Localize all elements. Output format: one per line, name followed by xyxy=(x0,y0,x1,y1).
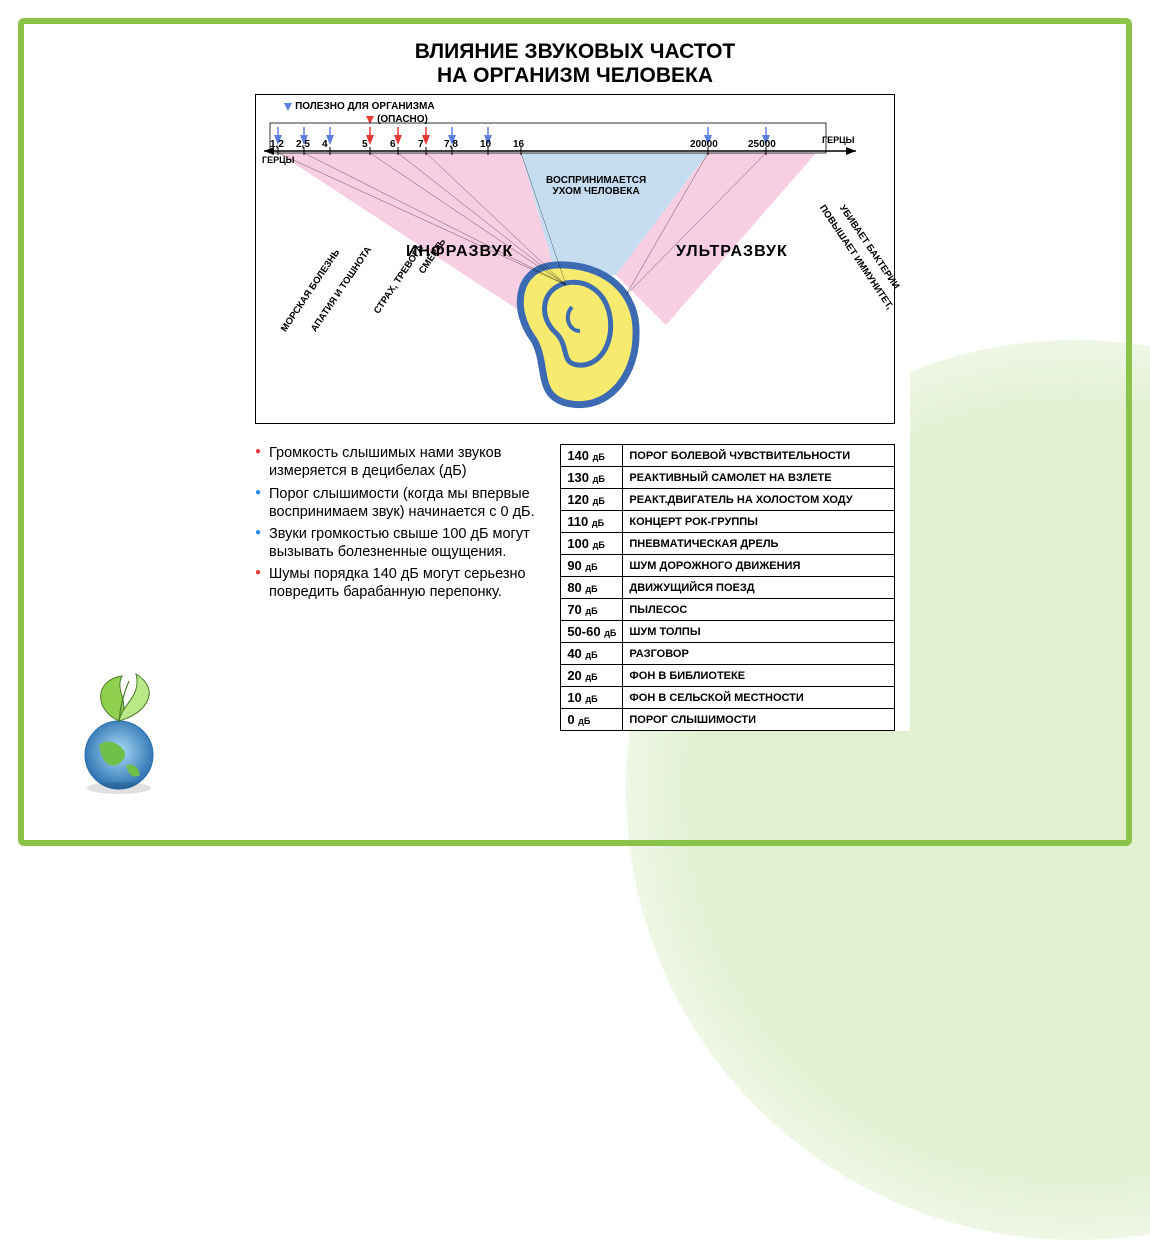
db-table: 140 дБПОРОГ БОЛЕВОЙ ЧУВСТВИТЕЛЬНОСТИ130 … xyxy=(560,444,895,731)
table-row: 70 дБПЫЛЕСОС xyxy=(561,599,895,621)
db-desc: РАЗГОВОР xyxy=(623,643,895,665)
freq-tick: 4 xyxy=(322,139,328,150)
table-row: 100 дБПНЕВМАТИЧЕСКАЯ ДРЕЛЬ xyxy=(561,533,895,555)
table-row: 90 дБШУМ ДОРОЖНОГО ДВИЖЕНИЯ xyxy=(561,555,895,577)
freq-tick: 10 xyxy=(480,139,491,150)
db-value: 70 дБ xyxy=(561,599,623,621)
title-line1: ВЛИЯНИЕ ЗВУКОВЫХ ЧАСТОТ xyxy=(248,40,902,64)
db-desc: ШУМ ДОРОЖНОГО ДВИЖЕНИЯ xyxy=(623,555,895,577)
poster-title: ВЛИЯНИЕ ЗВУКОВЫХ ЧАСТОТ НА ОРГАНИЗМ ЧЕЛО… xyxy=(240,36,910,90)
title-line2: НА ОРГАНИЗМ ЧЕЛОВЕКА xyxy=(248,64,902,88)
bottom-block: Громкость слышимых нами звуков измеряетс… xyxy=(255,444,895,731)
slide-frame: ВЛИЯНИЕ ЗВУКОВЫХ ЧАСТОТ НА ОРГАНИЗМ ЧЕЛО… xyxy=(18,18,1132,846)
bullet-item: Звуки громкостью свыше 100 дБ могут вызы… xyxy=(255,525,550,561)
freq-tick: 7 xyxy=(418,139,424,150)
db-value: 100 дБ xyxy=(561,533,623,555)
table-row: 0 дБПОРОГ СЛЫШИМОСТИ xyxy=(561,709,895,731)
ecology-icon xyxy=(64,670,194,800)
table-row: 10 дБФОН В СЕЛЬСКОЙ МЕСТНОСТИ xyxy=(561,687,895,709)
db-desc: РЕАКТ.ДВИГАТЕЛЬ НА ХОЛОСТОМ ХОДУ xyxy=(623,489,895,511)
label-audible: ВОСПРИНИМАЕТСЯ УХОМ ЧЕЛОВЕКА xyxy=(546,175,646,197)
db-value: 90 дБ xyxy=(561,555,623,577)
db-value: 0 дБ xyxy=(561,709,623,731)
frequency-diagram: ПОЛЕЗНО ДЛЯ ОРГАНИЗМА (ОПАСНО) ГЕРЦЫ ГЕР… xyxy=(255,94,895,424)
db-desc: ПЫЛЕСОС xyxy=(623,599,895,621)
bullet-item: Громкость слышимых нами звуков измеряетс… xyxy=(255,444,550,480)
table-row: 140 дБПОРОГ БОЛЕВОЙ ЧУВСТВИТЕЛЬНОСТИ xyxy=(561,445,895,467)
table-row: 120 дБРЕАКТ.ДВИГАТЕЛЬ НА ХОЛОСТОМ ХОДУ xyxy=(561,489,895,511)
db-value: 10 дБ xyxy=(561,687,623,709)
freq-tick: 1,2 xyxy=(270,139,284,150)
table-row: 110 дБКОНЦЕРТ РОК-ГРУППЫ xyxy=(561,511,895,533)
db-value: 40 дБ xyxy=(561,643,623,665)
db-desc: ФОН В СЕЛЬСКОЙ МЕСТНОСТИ xyxy=(623,687,895,709)
db-desc: ПОРОГ СЛЫШИМОСТИ xyxy=(623,709,895,731)
table-row: 40 дБРАЗГОВОР xyxy=(561,643,895,665)
poster: ВЛИЯНИЕ ЗВУКОВЫХ ЧАСТОТ НА ОРГАНИЗМ ЧЕЛО… xyxy=(240,36,910,731)
table-row: 20 дБФОН В БИБЛИОТЕКЕ xyxy=(561,665,895,687)
db-desc: ФОН В БИБЛИОТЕКЕ xyxy=(623,665,895,687)
freq-tick: 25000 xyxy=(748,139,776,150)
freq-tick: 20000 xyxy=(690,139,718,150)
db-desc: РЕАКТИВНЫЙ САМОЛЕТ НА ВЗЛЕТЕ xyxy=(623,467,895,489)
db-desc: ПНЕВМАТИЧЕСКАЯ ДРЕЛЬ xyxy=(623,533,895,555)
diagram-svg xyxy=(256,95,896,425)
db-value: 110 дБ xyxy=(561,511,623,533)
table-row: 80 дБДВИЖУЩИЙСЯ ПОЕЗД xyxy=(561,577,895,599)
freq-tick: 6 xyxy=(390,139,396,150)
content: ВЛИЯНИЕ ЗВУКОВЫХ ЧАСТОТ НА ОРГАНИЗМ ЧЕЛО… xyxy=(24,24,1126,840)
db-desc: ПОРОГ БОЛЕВОЙ ЧУВСТВИТЕЛЬНОСТИ xyxy=(623,445,895,467)
db-desc: КОНЦЕРТ РОК-ГРУППЫ xyxy=(623,511,895,533)
freq-tick: 5 xyxy=(362,139,368,150)
db-desc: ШУМ ТОЛПЫ xyxy=(623,621,895,643)
unit-left: ГЕРЦЫ xyxy=(262,155,295,165)
bullet-item: Порог слышимости (когда мы впервые воспр… xyxy=(255,485,550,521)
label-ultrasound: УЛЬТРАЗВУК xyxy=(676,243,788,261)
table-row: 130 дБРЕАКТИВНЫЙ САМОЛЕТ НА ВЗЛЕТЕ xyxy=(561,467,895,489)
bullets-list: Громкость слышимых нами звуков измеряетс… xyxy=(255,444,550,731)
freq-tick: 16 xyxy=(513,139,524,150)
db-value: 50-60 дБ xyxy=(561,621,623,643)
table-row: 50-60 дБШУМ ТОЛПЫ xyxy=(561,621,895,643)
unit-right: ГЕРЦЫ xyxy=(822,135,855,145)
db-desc: ДВИЖУЩИЙСЯ ПОЕЗД xyxy=(623,577,895,599)
db-value: 20 дБ xyxy=(561,665,623,687)
db-value: 80 дБ xyxy=(561,577,623,599)
freq-tick: 2,5 xyxy=(296,139,310,150)
db-value: 130 дБ xyxy=(561,467,623,489)
db-value: 120 дБ xyxy=(561,489,623,511)
freq-tick: 7,8 xyxy=(444,139,458,150)
db-value: 140 дБ xyxy=(561,445,623,467)
bullet-item: Шумы порядка 140 дБ могут серьезно повре… xyxy=(255,565,550,601)
